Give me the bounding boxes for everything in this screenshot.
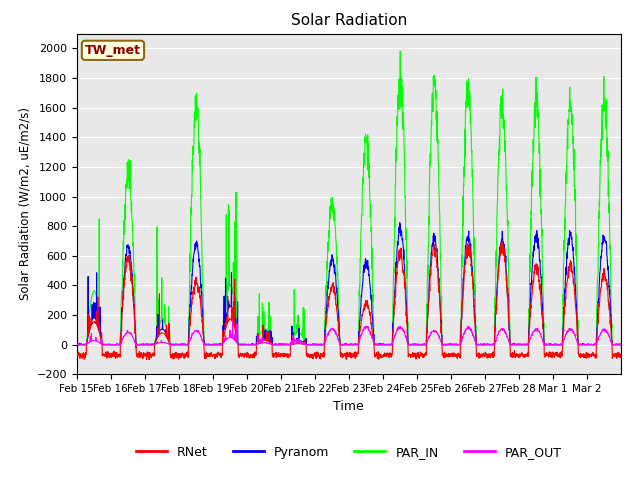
X-axis label: Time: Time bbox=[333, 400, 364, 413]
PAR_OUT bbox=[513, 342, 520, 348]
PAR_OUT bbox=[228, 318, 236, 324]
PAR_IN bbox=[381, 342, 389, 348]
RNet bbox=[381, 350, 389, 356]
Pyranom bbox=[73, 342, 81, 348]
RNet bbox=[513, 352, 520, 358]
RNet bbox=[127, 268, 135, 274]
RNet bbox=[609, 352, 617, 358]
Text: TW_met: TW_met bbox=[85, 44, 141, 57]
RNet bbox=[499, 239, 506, 245]
PAR_OUT bbox=[382, 342, 390, 348]
PAR_IN bbox=[244, 342, 252, 348]
PAR_OUT bbox=[74, 342, 81, 348]
Pyranom bbox=[245, 341, 253, 347]
Pyranom bbox=[127, 264, 135, 270]
PAR_IN bbox=[543, 342, 551, 348]
PAR_IN bbox=[73, 342, 81, 348]
Pyranom bbox=[396, 220, 404, 226]
Title: Solar Radiation: Solar Radiation bbox=[291, 13, 407, 28]
PAR_IN bbox=[609, 342, 617, 348]
RNet bbox=[143, 357, 150, 362]
Line: RNet: RNet bbox=[77, 242, 621, 360]
Pyranom bbox=[73, 342, 81, 348]
Y-axis label: Solar Radiation (W/m2, uE/m2/s): Solar Radiation (W/m2, uE/m2/s) bbox=[18, 108, 31, 300]
RNet bbox=[543, 351, 551, 357]
Line: PAR_OUT: PAR_OUT bbox=[77, 321, 621, 345]
PAR_OUT bbox=[245, 342, 253, 348]
PAR_IN bbox=[396, 48, 404, 54]
PAR_IN bbox=[617, 342, 625, 348]
PAR_OUT bbox=[73, 342, 81, 348]
Line: Pyranom: Pyranom bbox=[77, 223, 621, 345]
PAR_OUT bbox=[609, 342, 617, 348]
Legend: RNet, Pyranom, PAR_IN, PAR_OUT: RNet, Pyranom, PAR_IN, PAR_OUT bbox=[131, 441, 567, 464]
Pyranom bbox=[381, 342, 389, 348]
RNet bbox=[617, 354, 625, 360]
PAR_OUT bbox=[617, 342, 625, 348]
Pyranom bbox=[513, 342, 520, 348]
PAR_IN bbox=[127, 198, 135, 204]
Pyranom bbox=[609, 342, 617, 348]
Pyranom bbox=[543, 342, 551, 348]
RNet bbox=[73, 354, 81, 360]
Pyranom bbox=[617, 342, 625, 348]
PAR_OUT bbox=[127, 332, 135, 338]
Line: PAR_IN: PAR_IN bbox=[77, 51, 621, 345]
PAR_IN bbox=[513, 342, 520, 348]
RNet bbox=[245, 353, 253, 359]
PAR_OUT bbox=[543, 342, 551, 348]
